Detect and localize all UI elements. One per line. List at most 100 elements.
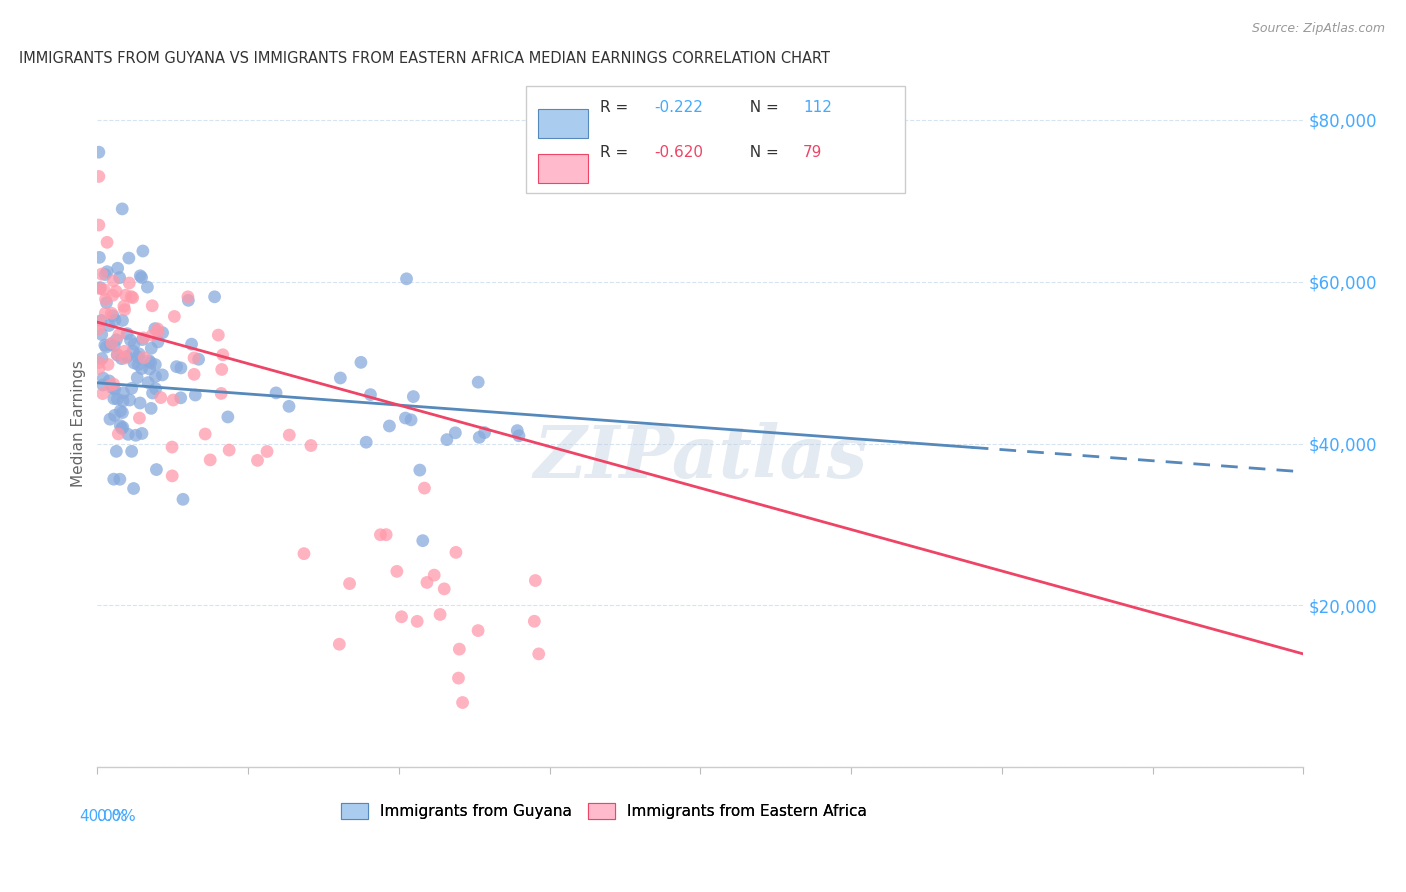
Point [118, 251, 141, 265]
Legend: Immigrants from Guyana, Immigrants from Eastern Africa: Immigrants from Guyana, Immigrants from … [335, 797, 873, 825]
Point [87, 145, 110, 160]
Point [131, 333, 153, 347]
Point [391, 609, 413, 624]
Point [406, 615, 429, 629]
Point [103, 472, 125, 486]
Point [91, 371, 114, 385]
Point [87, 169, 110, 184]
Point [209, 386, 232, 401]
Point [122, 344, 145, 359]
Point [87, 316, 110, 330]
Point [468, 430, 491, 444]
Point [160, 440, 183, 454]
Point [187, 352, 209, 367]
Point [101, 288, 124, 302]
Point [170, 360, 193, 375]
Point [104, 409, 127, 423]
Point [136, 376, 159, 390]
Point [375, 527, 398, 541]
Point [217, 409, 239, 424]
Point [256, 444, 278, 458]
Y-axis label: Median Earnings: Median Earnings [72, 359, 86, 487]
Point [89, 280, 111, 294]
Point [118, 276, 141, 290]
Point [115, 350, 138, 364]
Point [329, 371, 352, 385]
Point [127, 350, 149, 364]
Point [87, 322, 110, 336]
Text: -0.620: -0.620 [655, 145, 703, 160]
Point [218, 443, 240, 458]
Text: 0.0%: 0.0% [97, 808, 136, 823]
Text: Source: ZipAtlas.com: Source: ZipAtlas.com [1251, 22, 1385, 36]
Point [94, 340, 117, 354]
Point [292, 547, 315, 561]
Point [103, 274, 125, 288]
Point [204, 290, 226, 304]
Point [139, 401, 162, 416]
Point [378, 419, 401, 434]
Point [94, 306, 117, 320]
Point [132, 244, 155, 258]
Point [211, 348, 233, 362]
Point [90, 267, 112, 281]
Point [132, 331, 155, 345]
Point [146, 325, 169, 339]
Point [152, 326, 174, 340]
Point [146, 322, 169, 336]
Point [91, 378, 114, 392]
Point [150, 368, 173, 382]
Point [184, 388, 207, 402]
Point [385, 565, 408, 579]
Point [125, 428, 148, 442]
Point [111, 313, 134, 327]
Text: R =: R = [600, 145, 634, 160]
Point [101, 336, 124, 351]
Point [94, 292, 117, 306]
Point [141, 341, 163, 355]
Point [110, 418, 132, 433]
Point [370, 527, 392, 541]
Point [207, 328, 229, 343]
Point [145, 369, 167, 384]
Text: ZIPatlas: ZIPatlas [533, 422, 868, 493]
Point [111, 406, 134, 420]
Point [508, 429, 530, 443]
Point [354, 435, 377, 450]
Point [128, 347, 150, 361]
Point [93, 283, 115, 297]
Point [146, 334, 169, 349]
Point [436, 433, 458, 447]
Point [105, 347, 128, 361]
Point [527, 647, 550, 661]
Point [129, 396, 152, 410]
Point [183, 351, 205, 365]
Point [299, 438, 322, 452]
Point [474, 425, 496, 440]
Point [112, 394, 135, 409]
Point [278, 428, 301, 442]
Point [103, 339, 125, 353]
Point [87, 355, 110, 369]
Point [107, 261, 129, 276]
Point [429, 607, 451, 622]
Point [111, 421, 134, 435]
Point [166, 359, 188, 374]
Point [94, 268, 117, 282]
Point [127, 358, 149, 372]
Point [96, 235, 118, 250]
Point [129, 268, 152, 283]
Point [98, 378, 121, 392]
Point [111, 420, 134, 434]
Point [104, 313, 127, 327]
Point [105, 333, 128, 347]
Point [278, 400, 301, 414]
Point [90, 313, 112, 327]
Point [89, 282, 111, 296]
Point [395, 272, 418, 286]
Point [451, 696, 474, 710]
Point [128, 411, 150, 425]
Point [402, 390, 425, 404]
Point [138, 353, 160, 368]
Point [98, 318, 121, 333]
